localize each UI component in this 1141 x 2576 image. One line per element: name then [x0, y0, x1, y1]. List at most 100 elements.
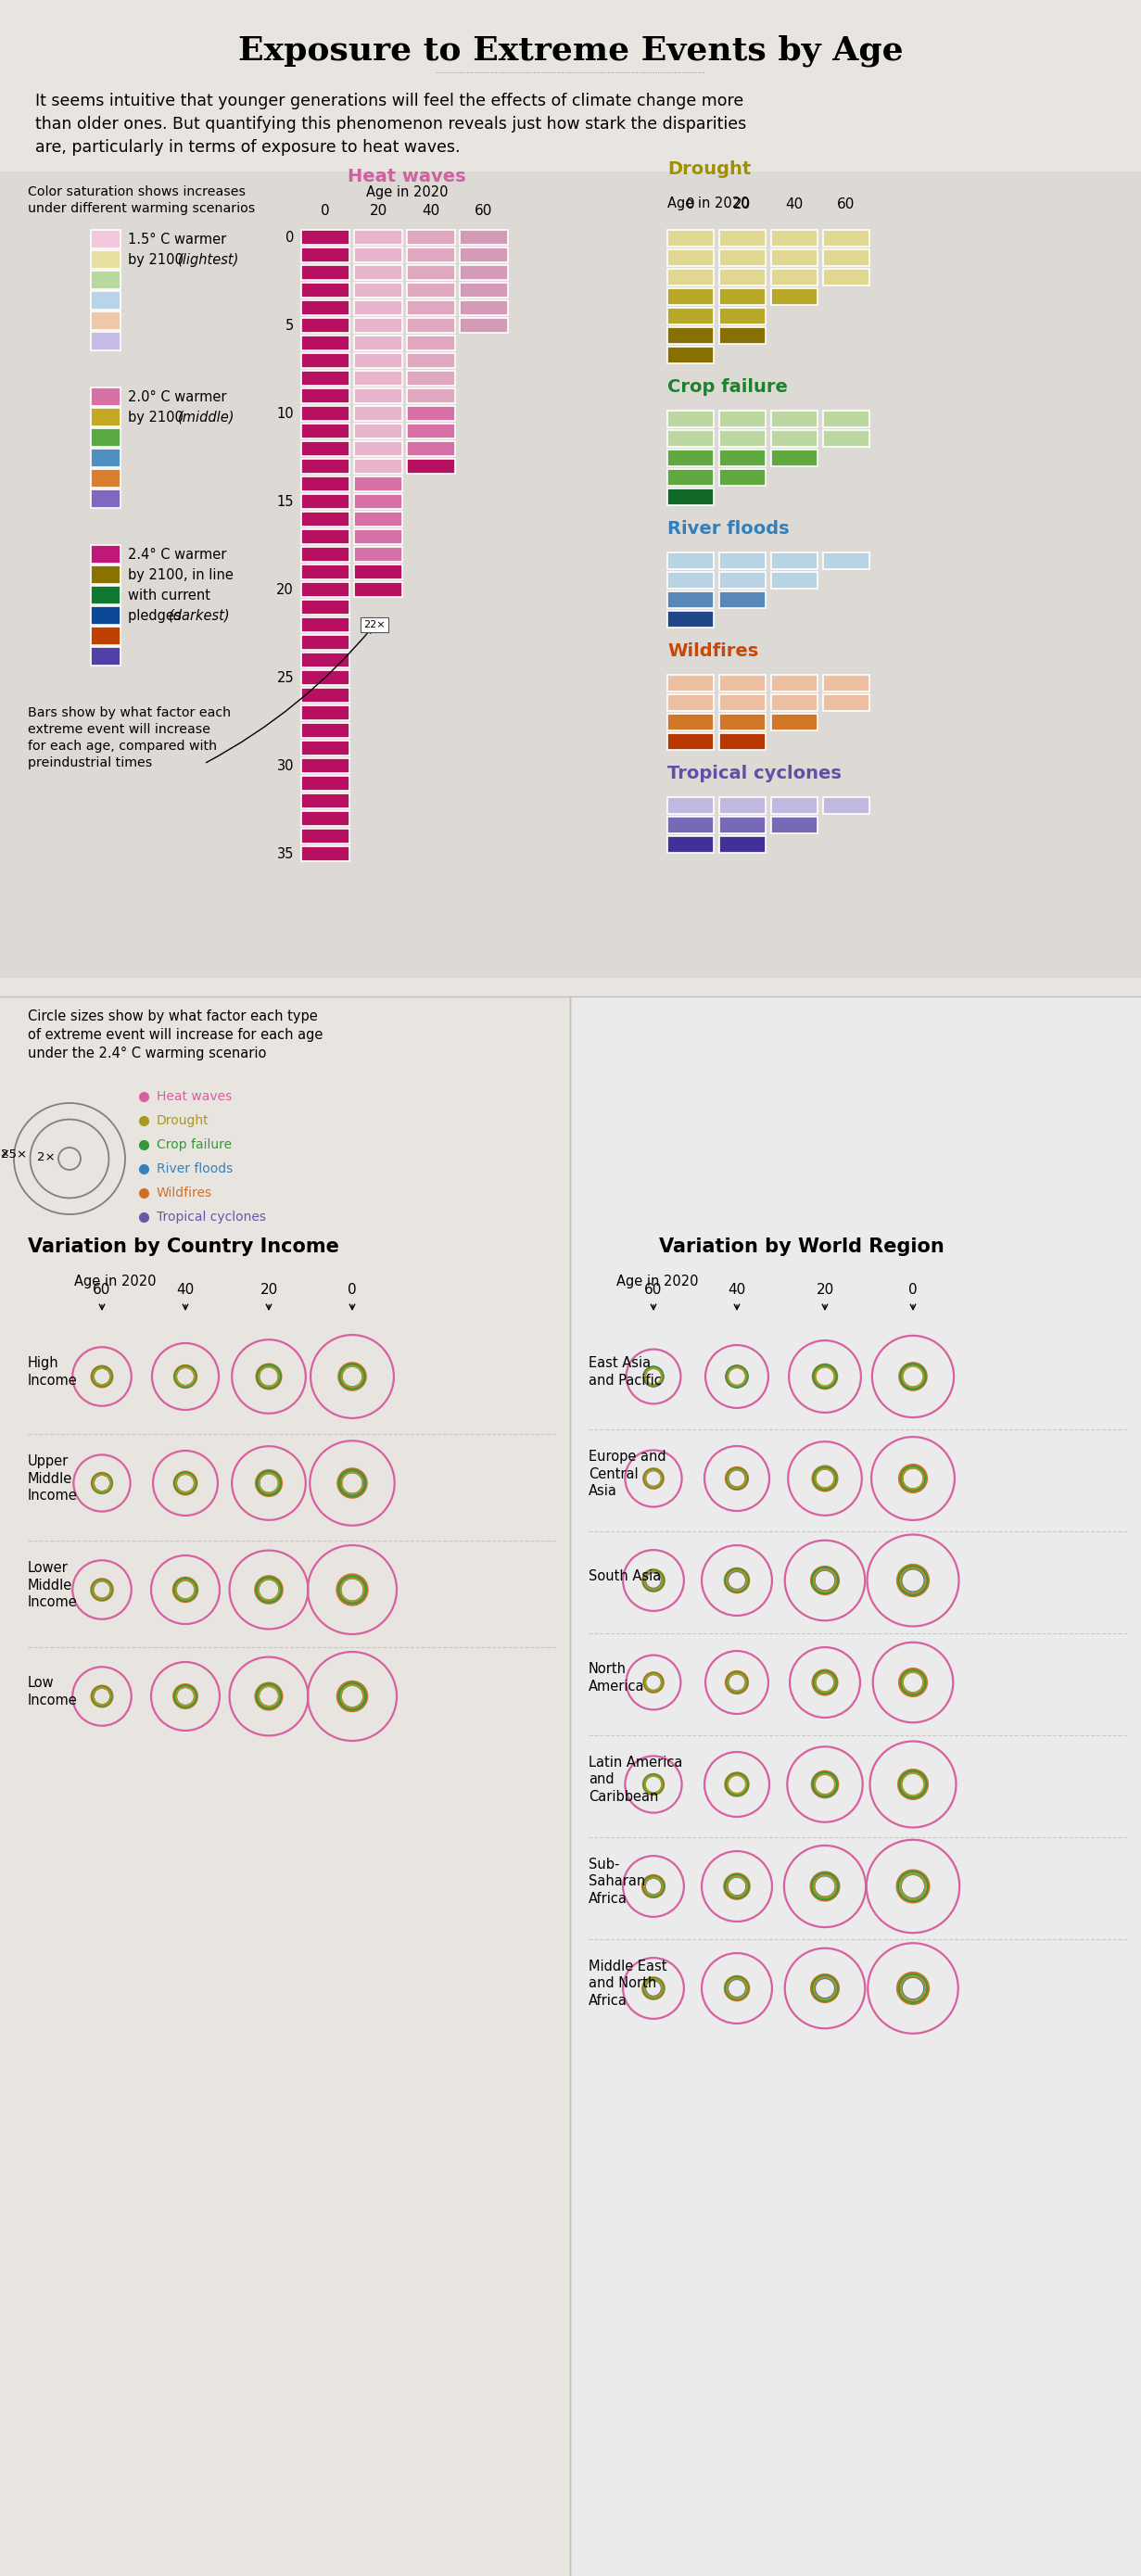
Bar — [719, 572, 766, 587]
Bar — [91, 585, 121, 605]
Bar — [719, 817, 766, 832]
Bar — [407, 247, 455, 263]
Bar — [460, 301, 508, 314]
Bar — [667, 268, 714, 286]
Bar — [301, 618, 349, 631]
Bar — [354, 389, 403, 404]
Bar — [354, 495, 403, 510]
Text: Color saturation shows increases: Color saturation shows increases — [27, 185, 245, 198]
Text: River floods: River floods — [667, 520, 790, 538]
Bar — [667, 469, 714, 487]
Bar — [771, 229, 817, 247]
Text: by 2100: by 2100 — [128, 252, 192, 265]
Bar — [301, 775, 349, 791]
Text: Age in 2020: Age in 2020 — [366, 185, 448, 198]
Text: Variation by World Region: Variation by World Region — [659, 1236, 945, 1257]
Text: 60: 60 — [92, 1283, 111, 1296]
Bar — [460, 247, 508, 263]
Text: North
America: North America — [589, 1662, 645, 1692]
Bar — [354, 459, 403, 474]
Bar — [719, 307, 766, 325]
Bar — [301, 546, 349, 562]
Bar — [354, 477, 403, 492]
Bar — [719, 551, 766, 569]
Bar — [354, 371, 403, 386]
Text: extreme event will increase: extreme event will increase — [27, 724, 210, 737]
Text: 30: 30 — [276, 760, 294, 773]
Bar — [301, 247, 349, 263]
Bar — [823, 229, 869, 247]
Bar — [91, 407, 121, 428]
Text: Crop failure: Crop failure — [667, 379, 787, 397]
Bar — [354, 247, 403, 263]
Bar — [91, 332, 121, 350]
Bar — [460, 317, 508, 332]
Bar — [667, 250, 714, 265]
Bar — [667, 817, 714, 832]
Bar — [301, 407, 349, 420]
Bar — [823, 410, 869, 428]
Bar — [91, 469, 121, 487]
Bar — [91, 428, 121, 446]
Bar — [301, 634, 349, 649]
Bar — [771, 410, 817, 428]
Bar — [667, 327, 714, 345]
Bar — [0, 997, 1141, 2576]
Text: Exposure to Extreme Events by Age: Exposure to Extreme Events by Age — [238, 36, 903, 67]
Text: 60: 60 — [837, 198, 856, 211]
Text: 5: 5 — [285, 319, 294, 332]
Text: Tropical cyclones: Tropical cyclones — [667, 765, 842, 783]
Bar — [823, 430, 869, 446]
Text: Low
Income: Low Income — [27, 1677, 78, 1708]
Bar — [719, 430, 766, 446]
Text: Age in 2020: Age in 2020 — [667, 196, 750, 211]
Bar — [91, 489, 121, 507]
Bar — [719, 229, 766, 247]
Bar — [771, 268, 817, 286]
Text: under different warming scenarios: under different warming scenarios — [27, 201, 256, 214]
Bar — [667, 796, 714, 814]
Text: 25: 25 — [276, 670, 294, 685]
Bar — [667, 551, 714, 569]
Bar — [667, 837, 714, 853]
Bar — [667, 289, 714, 304]
Text: 60: 60 — [645, 1283, 663, 1296]
Text: 20: 20 — [260, 1283, 277, 1296]
Bar — [354, 301, 403, 314]
Bar — [301, 829, 349, 842]
Bar — [460, 283, 508, 299]
Text: 0: 0 — [686, 198, 695, 211]
Text: are, particularly in terms of exposure to heat waves.: are, particularly in terms of exposure t… — [35, 139, 460, 155]
Text: 0: 0 — [321, 204, 330, 219]
Bar — [301, 301, 349, 314]
Bar — [407, 440, 455, 456]
Bar — [301, 317, 349, 332]
Text: Drought: Drought — [667, 160, 751, 178]
Bar — [301, 742, 349, 755]
Bar — [0, 173, 1141, 979]
Bar — [354, 513, 403, 526]
Text: 60: 60 — [475, 204, 493, 219]
Bar — [301, 757, 349, 773]
Bar — [301, 229, 349, 245]
Text: Heat waves: Heat waves — [156, 1090, 232, 1103]
Bar — [301, 528, 349, 544]
Bar — [354, 317, 403, 332]
Bar — [667, 572, 714, 587]
Text: by 2100: by 2100 — [128, 410, 192, 425]
Text: with current: with current — [128, 587, 210, 603]
Bar — [301, 564, 349, 580]
Bar — [354, 564, 403, 580]
Text: It seems intuitive that younger generations will feel the effects of climate cha: It seems intuitive that younger generati… — [35, 93, 744, 108]
Text: Variation by Country Income: Variation by Country Income — [27, 1236, 339, 1257]
Bar — [407, 422, 455, 438]
Bar — [667, 489, 714, 505]
Text: East Asia
and Pacific: East Asia and Pacific — [589, 1358, 662, 1388]
Bar — [719, 250, 766, 265]
Bar — [407, 353, 455, 368]
Text: Middle East
and North
Africa: Middle East and North Africa — [589, 1960, 666, 2007]
Bar — [771, 572, 817, 587]
Bar — [667, 451, 714, 466]
Bar — [91, 626, 121, 644]
Bar — [719, 592, 766, 608]
